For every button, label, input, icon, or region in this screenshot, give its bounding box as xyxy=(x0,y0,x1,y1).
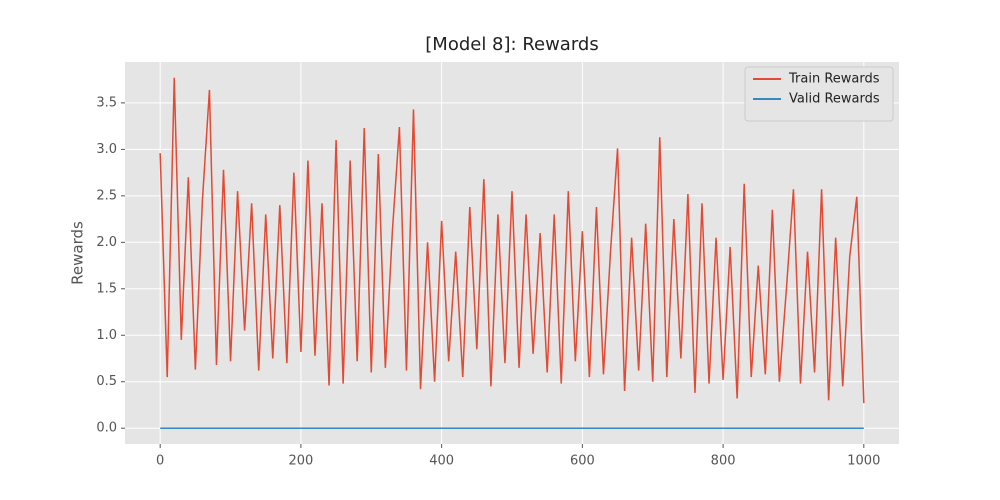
y-tick-label: 2.5 xyxy=(96,188,117,203)
legend-label: Train Rewards xyxy=(788,72,880,87)
y-tick-label: 1.0 xyxy=(96,328,117,343)
y-tick-label: 0.0 xyxy=(96,421,117,436)
series-line xyxy=(159,77,865,404)
y-tick-label: 2.0 xyxy=(96,235,117,250)
x-tick-label: 200 xyxy=(288,454,313,469)
x-tick-label: 800 xyxy=(711,454,736,469)
y-tick-label: 3.0 xyxy=(96,142,117,157)
legend-label: Valid Rewards xyxy=(789,92,880,107)
chart-title: [Model 8]: Rewards xyxy=(425,34,598,55)
x-tick-label: 1000 xyxy=(847,454,880,469)
y-tick-label: 3.5 xyxy=(96,95,117,110)
x-tick-label: 0 xyxy=(156,454,164,469)
y-axis-label: Rewards xyxy=(69,221,87,285)
y-tick-label: 1.5 xyxy=(96,281,117,296)
x-tick-label: 600 xyxy=(570,454,595,469)
y-tick-label: 0.5 xyxy=(96,374,117,389)
x-tick-label: 400 xyxy=(429,454,454,469)
legend-box xyxy=(744,66,894,122)
